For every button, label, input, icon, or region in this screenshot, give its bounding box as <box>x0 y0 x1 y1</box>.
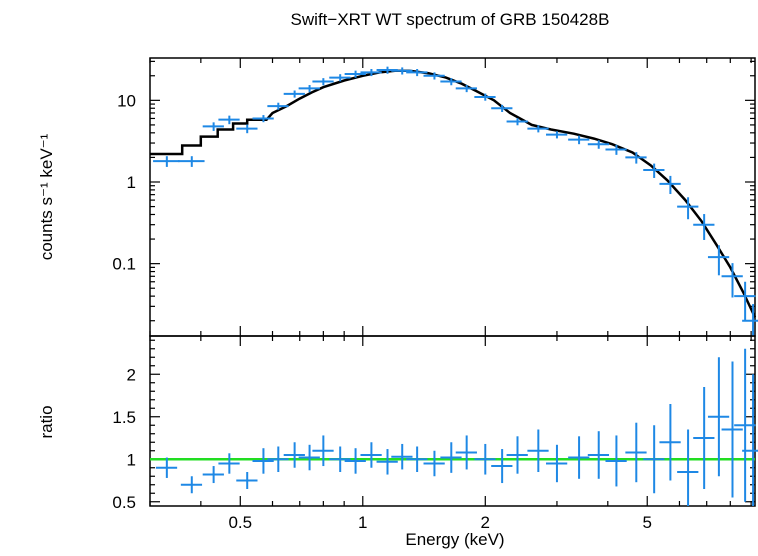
spectrum-data-point <box>360 68 382 77</box>
spectrum-data-point <box>423 72 445 80</box>
spectrum-panel: 0.1 1 10 <box>112 57 758 337</box>
ratio-data-point <box>298 444 320 471</box>
ratio-data-point <box>527 429 549 472</box>
ratio-data-point <box>474 443 496 475</box>
spectrum-data-point <box>391 67 413 75</box>
spectrum-y-axis-label: counts s⁻¹ keV⁻¹ <box>37 133 56 260</box>
ratio-data-point <box>677 429 699 506</box>
ratio-y-tick-label: 2 <box>127 365 136 384</box>
spectrum-data-point <box>440 78 462 86</box>
ratio-data-point <box>546 444 568 483</box>
model-line <box>150 69 757 318</box>
ratio-panel: 0.5 1 1.5 2 0.5 1 2 5 <box>112 335 758 532</box>
ratio-data-point <box>218 453 240 474</box>
ratio-data-point <box>721 361 743 498</box>
ratio-data-point <box>202 466 224 484</box>
ratio-data-points <box>155 348 758 506</box>
spectrum-plot-frame <box>149 57 756 337</box>
ratio-data-point <box>625 422 647 483</box>
ratio-y-tick-label: 1 <box>127 450 136 469</box>
spectrum-data-point <box>202 122 224 131</box>
spectrum-data-point <box>587 140 610 149</box>
energy-tick-label: 1 <box>358 513 367 532</box>
spectrum-data-point <box>546 131 568 139</box>
ratio-data-point <box>693 387 715 489</box>
spectrum-data-point <box>283 90 305 98</box>
ratio-data-point <box>707 357 730 477</box>
ratio-data-point <box>344 448 366 474</box>
spectrum-data-point <box>329 74 351 82</box>
ratio-data-point <box>406 446 428 472</box>
energy-tick-label: 2 <box>481 513 490 532</box>
ratio-y-axis-label: ratio <box>37 405 56 438</box>
model-curve <box>150 69 757 318</box>
ratio-data-point <box>283 442 305 468</box>
spectrum-data-point <box>153 156 180 167</box>
spectrum-data-point <box>218 115 240 125</box>
spectrum-data-point <box>344 70 366 78</box>
energy-tick-label: 0.5 <box>228 513 252 532</box>
spectrum-data-point <box>298 85 320 93</box>
ratio-data-point <box>312 435 334 467</box>
spectrum-data-point <box>643 163 665 178</box>
spectrum-data-point <box>605 144 627 155</box>
ratio-data-point <box>329 446 351 472</box>
spectrum-data-point <box>568 135 590 145</box>
ratio-data-point <box>659 404 681 481</box>
spectrum-data-point <box>659 175 681 195</box>
spectrum-data-point <box>267 102 289 110</box>
ratio-data-point <box>734 348 756 502</box>
spectrum-data-point <box>734 281 756 321</box>
ratio-data-point <box>455 435 477 470</box>
ratio-data-point <box>267 446 289 472</box>
ratio-plot-frame <box>149 335 756 507</box>
ratio-data-point <box>587 431 610 479</box>
ratio-data-point <box>491 449 513 484</box>
ratio-data-point <box>391 443 413 470</box>
ratio-data-point <box>568 436 590 479</box>
chart-title: Swift−XRT WT spectrum of GRB 150428B <box>291 10 610 29</box>
spectrum-data-point <box>177 156 205 167</box>
ratio-data-point <box>643 425 665 494</box>
ratio-data-point <box>360 442 382 468</box>
spectrum-ticks <box>149 58 755 336</box>
spectrum-data-point <box>707 245 730 276</box>
spectrum-data-point <box>312 78 334 86</box>
spectrum-data-point <box>491 104 513 112</box>
ratio-data-point <box>506 436 528 474</box>
spectrum-data-point <box>474 93 496 101</box>
spectrum-y-tick-labels: 0.1 1 10 <box>112 91 136 273</box>
ratio-data-point <box>155 457 178 478</box>
ratio-data-point <box>742 374 758 506</box>
ratio-data-point <box>252 448 274 474</box>
spectrum-data-point <box>455 85 477 93</box>
spectrum-data-point <box>742 304 758 336</box>
spectrum-data-point <box>406 68 428 77</box>
ratio-data-point <box>423 450 445 477</box>
ratio-y-tick-label: 1.5 <box>112 408 136 427</box>
spectrum-data-point <box>236 124 258 134</box>
spectrum-data-points <box>153 66 758 336</box>
ratio-data-point <box>376 449 398 475</box>
spectrum-data-point <box>527 125 549 133</box>
ratio-y-tick-labels: 0.5 1 1.5 2 <box>112 365 136 512</box>
spectrum-data-point <box>721 263 743 298</box>
spectrum-y-tick-label: 10 <box>117 91 136 110</box>
spectrum-y-tick-label: 1 <box>127 173 136 192</box>
spectrum-data-point <box>506 118 528 126</box>
spectrum-data-point <box>677 197 699 220</box>
energy-tick-label: 5 <box>642 513 651 532</box>
energy-axis-label: Energy (keV) <box>405 530 504 549</box>
spectrum-data-point <box>625 152 647 164</box>
ratio-y-tick-label: 0.5 <box>112 493 136 512</box>
ratio-data-point <box>440 442 462 473</box>
spectrum-data-point <box>693 214 715 240</box>
ratio-data-point <box>236 472 258 489</box>
spectrum-y-tick-label: 0.1 <box>112 255 136 274</box>
energy-tick-labels: 0.5 1 2 5 <box>228 513 652 532</box>
ratio-data-point <box>180 476 203 494</box>
spectrum-data-point <box>252 115 274 123</box>
ratio-data-point <box>605 435 627 487</box>
